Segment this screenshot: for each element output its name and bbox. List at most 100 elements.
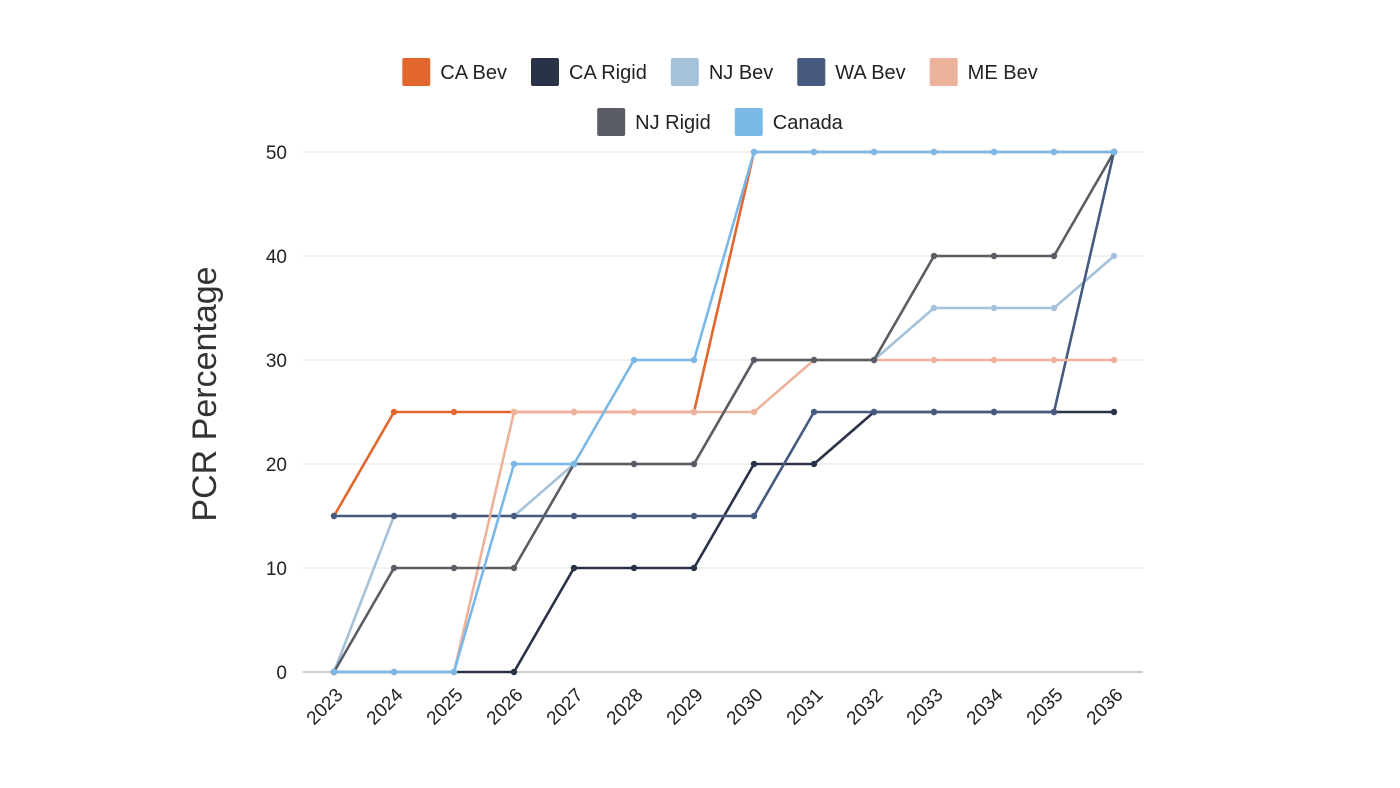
- x-tick-label: 2034: [963, 684, 1008, 729]
- y-axis-label: PCR Percentage: [186, 266, 224, 521]
- data-point: [870, 408, 878, 416]
- x-tick-label: 2031: [783, 685, 828, 730]
- data-point: [570, 512, 578, 520]
- legend-item-canada[interactable]: Canada: [734, 108, 844, 136]
- data-point: [1050, 356, 1058, 364]
- data-point: [990, 148, 998, 156]
- data-point: [930, 252, 938, 260]
- data-point: [1050, 148, 1058, 156]
- legend-label: WA Bev: [835, 62, 905, 84]
- chart-series: [330, 148, 1118, 676]
- legend-item-ca-rigid[interactable]: CA Rigid: [531, 58, 647, 86]
- data-point: [450, 408, 458, 416]
- y-tick-label: 10: [266, 559, 287, 580]
- data-point: [570, 460, 578, 468]
- data-point: [450, 564, 458, 572]
- data-point: [510, 668, 518, 676]
- x-axis-ticks: 2023 2024 2025 2026 2027 2028 2029 2030 2031 2032…: [303, 684, 1128, 729]
- x-tick-label: 2025: [423, 685, 468, 730]
- data-point: [690, 564, 698, 572]
- data-point: [390, 564, 398, 572]
- data-point: [450, 668, 458, 676]
- data-point: [510, 460, 518, 468]
- legend-swatch: [402, 58, 431, 86]
- series-canada: [330, 148, 1118, 676]
- data-point: [390, 408, 398, 416]
- legend-item-wa-bev[interactable]: WA Bev: [797, 58, 906, 86]
- series-line: [332, 410, 1116, 674]
- legend-swatch: [797, 58, 826, 86]
- series-line: [332, 150, 1116, 518]
- data-point: [1050, 408, 1058, 416]
- data-point: [1050, 304, 1058, 312]
- data-point: [690, 356, 698, 364]
- legend-item-me-bev[interactable]: ME Bev: [929, 58, 1038, 86]
- y-tick-label: 40: [266, 247, 287, 268]
- series-ca-rigid: [330, 408, 1118, 676]
- legend-item-nj-bev[interactable]: NJ Bev: [670, 58, 773, 86]
- data-point: [750, 148, 758, 156]
- x-tick-label: 2036: [1083, 685, 1128, 730]
- legend-label: CA Bev: [440, 62, 507, 84]
- data-point: [1050, 252, 1058, 260]
- data-point: [630, 460, 638, 468]
- data-point: [390, 668, 398, 676]
- legend-item-ca-bev[interactable]: CA Bev: [402, 58, 507, 86]
- legend-label: CA Rigid: [569, 62, 647, 84]
- data-point: [690, 460, 698, 468]
- data-point: [750, 512, 758, 520]
- y-tick-label: 30: [266, 351, 287, 372]
- series-line: [332, 150, 1116, 674]
- chart-legend: CA Bev CA Rigid NJ Bev WA Bev ME Bev NJ Rigid…: [402, 58, 1038, 136]
- y-tick-label: 50: [266, 143, 287, 164]
- x-tick-label: 2029: [663, 685, 708, 730]
- x-tick-label: 2027: [543, 685, 588, 730]
- legend-swatch: [734, 108, 763, 136]
- data-point: [330, 512, 338, 520]
- data-point: [1110, 408, 1118, 416]
- y-tick-label: 20: [266, 455, 287, 476]
- data-point: [990, 304, 998, 312]
- data-point: [690, 408, 698, 416]
- data-point: [870, 356, 878, 364]
- x-tick-label: 2035: [1023, 685, 1068, 730]
- data-point: [630, 512, 638, 520]
- data-point: [510, 512, 518, 520]
- data-point: [750, 356, 758, 364]
- legend-swatch: [597, 108, 626, 136]
- data-point: [990, 408, 998, 416]
- data-point: [570, 408, 578, 416]
- legend-label: ME Bev: [968, 62, 1038, 84]
- data-point: [390, 512, 398, 520]
- legend-item-nj-rigid[interactable]: NJ Rigid: [597, 108, 711, 136]
- data-point: [510, 408, 518, 416]
- data-point: [1110, 356, 1118, 364]
- data-point: [930, 304, 938, 312]
- data-point: [810, 148, 818, 156]
- x-tick-label: 2024: [363, 684, 408, 729]
- data-point: [1110, 148, 1118, 156]
- x-tick-label: 2030: [723, 685, 768, 730]
- data-point: [630, 408, 638, 416]
- data-point: [930, 408, 938, 416]
- data-point: [690, 512, 698, 520]
- data-point: [870, 148, 878, 156]
- data-point: [510, 564, 518, 572]
- x-tick-label: 2033: [903, 685, 948, 730]
- data-point: [810, 356, 818, 364]
- y-tick-label: 0: [276, 663, 287, 684]
- data-point: [630, 356, 638, 364]
- data-point: [990, 252, 998, 260]
- x-tick-label: 2032: [843, 685, 888, 730]
- data-point: [330, 668, 338, 676]
- x-tick-label: 2028: [603, 685, 648, 730]
- legend-label: NJ Rigid: [635, 112, 711, 134]
- data-point: [810, 408, 818, 416]
- legend-swatch: [929, 58, 958, 86]
- data-point: [1110, 252, 1118, 260]
- data-point: [750, 460, 758, 468]
- data-point: [990, 356, 998, 364]
- x-tick-label: 2026: [483, 685, 528, 730]
- legend-swatch: [531, 58, 559, 86]
